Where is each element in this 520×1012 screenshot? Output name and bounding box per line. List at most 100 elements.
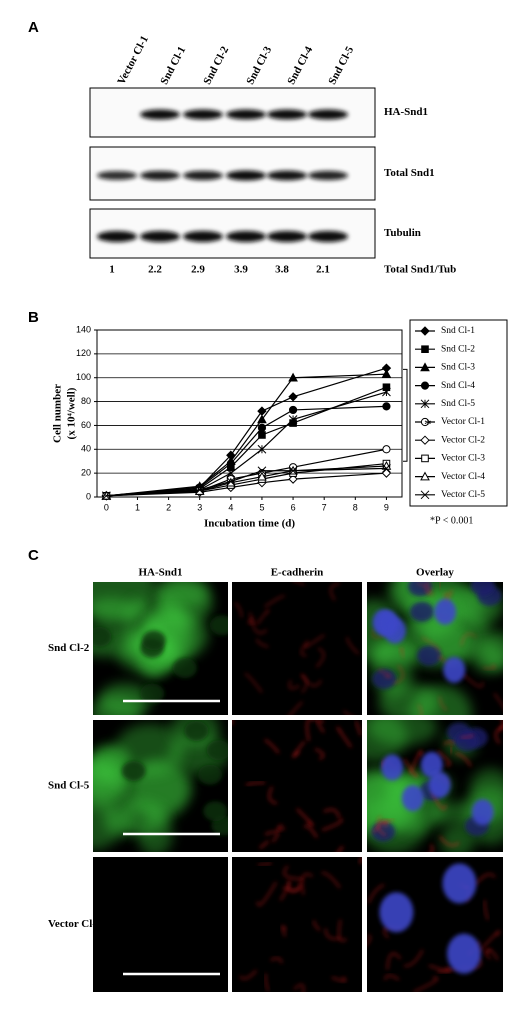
membrane-red — [315, 647, 325, 668]
marker — [257, 466, 267, 476]
band — [267, 170, 307, 181]
membrane-red — [264, 831, 279, 843]
membrane-red — [256, 638, 269, 648]
micrograph-content — [367, 720, 503, 852]
band — [97, 231, 137, 242]
micrograph-content — [367, 582, 503, 715]
x-tick-label: 4 — [228, 502, 233, 512]
row-label: Vector Cl-1 — [48, 918, 101, 930]
membrane-red — [234, 601, 243, 618]
membrane-red — [232, 722, 235, 725]
marker — [381, 369, 392, 378]
marker — [420, 490, 430, 500]
membrane-red — [259, 840, 270, 849]
nucleus-dark — [454, 731, 479, 752]
marker — [382, 402, 391, 411]
row-label: Snd Cl-5 — [48, 780, 90, 792]
panel-letter: A — [28, 19, 39, 36]
x-tick-label: 5 — [259, 502, 264, 512]
marker — [420, 362, 430, 372]
membrane-red — [264, 595, 286, 608]
marker — [288, 405, 298, 415]
membrane-red — [439, 582, 442, 590]
nucleus-blue — [377, 610, 400, 637]
row-label: Snd Cl-2 — [48, 642, 90, 654]
nucleus-dark — [470, 582, 495, 596]
blot-label: Tubulin — [384, 227, 421, 239]
membrane-red — [264, 973, 270, 992]
x-tick-label: 6 — [291, 502, 296, 512]
membrane-red — [498, 720, 503, 732]
cell-green — [93, 762, 123, 809]
annotation: *P < 0.001 — [430, 515, 473, 526]
marker — [257, 423, 267, 432]
membrane-red — [293, 984, 305, 992]
band — [183, 109, 223, 120]
membrane-red — [292, 740, 306, 758]
membrane-red — [287, 881, 301, 893]
x-tick-label: 7 — [322, 502, 327, 512]
marker — [195, 485, 205, 495]
membrane-red — [257, 862, 272, 866]
membrane-red — [270, 957, 283, 964]
ratio-value: 1 — [109, 264, 115, 276]
x-axis-label: Incubation time (d) — [204, 518, 295, 530]
legend-label: Vector Cl-1 — [441, 417, 485, 427]
panel-letter: C — [28, 547, 39, 564]
membrane-red — [461, 734, 474, 739]
membrane-red — [249, 612, 268, 634]
nucleus-dark — [203, 801, 228, 822]
y-tick-label: 0 — [86, 491, 91, 501]
membrane-red — [474, 873, 496, 886]
marker — [288, 415, 298, 424]
column-header: E-cadherin — [271, 567, 324, 579]
membrane-red — [338, 919, 347, 942]
legend-label: Snd Cl-2 — [441, 344, 475, 354]
nucleus-blue — [420, 751, 443, 778]
membrane-red — [301, 673, 308, 694]
nucleus-dark — [206, 740, 228, 761]
y-axis-label: Cell number — [52, 384, 64, 443]
nucleus-dark — [410, 601, 435, 622]
cell-green — [368, 720, 438, 746]
marker — [226, 459, 235, 468]
micrograph-content — [93, 720, 228, 852]
band — [183, 231, 223, 242]
micrograph-content — [234, 582, 360, 715]
cell-green — [137, 812, 173, 852]
marker — [258, 431, 266, 439]
legend-label: Vector Cl-2 — [441, 435, 485, 445]
micrograph — [232, 720, 362, 852]
membrane-red — [256, 609, 270, 625]
marker — [381, 460, 392, 470]
nucleus-blue — [428, 771, 451, 798]
membrane-red — [403, 949, 424, 967]
band — [140, 109, 180, 120]
marker — [421, 345, 429, 353]
y-tick-label: 140 — [76, 324, 91, 334]
membrane-red — [437, 750, 451, 766]
nucleus-dark — [172, 658, 197, 679]
nucleus-dark — [209, 615, 228, 636]
membrane-red — [343, 710, 351, 715]
y-axis-label: (x 10⁴/well) — [66, 387, 78, 439]
membrane-red — [462, 673, 484, 688]
membrane-red — [443, 740, 454, 746]
membrane-red — [460, 633, 477, 646]
cell-green — [93, 797, 121, 850]
annotation: * — [424, 417, 432, 433]
marker — [288, 372, 298, 382]
membrane-red — [331, 976, 347, 982]
membrane-red — [377, 816, 387, 836]
membrane-red — [304, 634, 325, 648]
nucleus-blue — [401, 785, 424, 812]
ratio-value: 3.8 — [275, 264, 289, 276]
band — [140, 231, 180, 242]
cell-green — [471, 642, 503, 673]
nucleus-blue — [471, 799, 494, 826]
membrane-red — [494, 693, 503, 708]
membrane-red — [483, 900, 489, 921]
nucleus-blue — [381, 754, 404, 781]
membrane-red — [399, 647, 405, 658]
membrane-red — [386, 952, 402, 970]
